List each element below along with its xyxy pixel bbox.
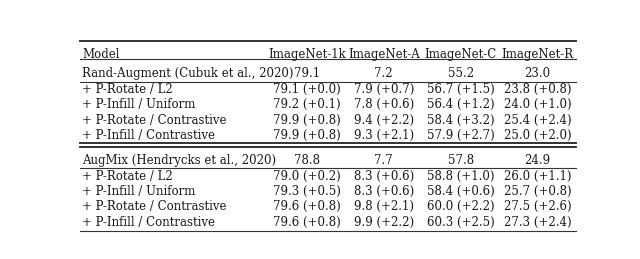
- Text: Rand-Augment (Cubuk et al., 2020): Rand-Augment (Cubuk et al., 2020): [83, 67, 294, 81]
- Text: + P-Rotate / L2: + P-Rotate / L2: [83, 83, 173, 96]
- Text: 79.6 (+0.8): 79.6 (+0.8): [273, 200, 340, 213]
- Text: 24.9: 24.9: [525, 154, 550, 167]
- Text: 24.0 (+1.0): 24.0 (+1.0): [504, 98, 572, 111]
- Text: 23.8 (+0.8): 23.8 (+0.8): [504, 83, 572, 96]
- Text: + P-Rotate / Contrastive: + P-Rotate / Contrastive: [83, 113, 227, 127]
- Text: 56.7 (+1.5): 56.7 (+1.5): [427, 83, 495, 96]
- Text: 60.0 (+2.2): 60.0 (+2.2): [427, 200, 495, 213]
- Text: 55.2: 55.2: [447, 67, 474, 81]
- Text: + P-Infill / Contrastive: + P-Infill / Contrastive: [83, 129, 216, 142]
- Text: 58.4 (+0.6): 58.4 (+0.6): [427, 185, 495, 198]
- Text: 57.9 (+2.7): 57.9 (+2.7): [427, 129, 495, 142]
- Text: ImageNet-A: ImageNet-A: [348, 47, 420, 61]
- Text: + P-Infill / Uniform: + P-Infill / Uniform: [83, 185, 196, 198]
- Text: + P-Rotate / L2: + P-Rotate / L2: [83, 170, 173, 183]
- Text: 58.4 (+3.2): 58.4 (+3.2): [427, 113, 495, 127]
- Text: ImageNet-C: ImageNet-C: [424, 47, 497, 61]
- Text: 57.8: 57.8: [447, 154, 474, 167]
- Text: + P-Rotate / Contrastive: + P-Rotate / Contrastive: [83, 200, 227, 213]
- Text: 79.2 (+0.1): 79.2 (+0.1): [273, 98, 340, 111]
- Text: 7.2: 7.2: [374, 67, 393, 81]
- Text: + P-Infill / Uniform: + P-Infill / Uniform: [83, 98, 196, 111]
- Text: 9.4 (+2.2): 9.4 (+2.2): [354, 113, 414, 127]
- Text: 8.3 (+0.6): 8.3 (+0.6): [354, 185, 414, 198]
- Text: 58.8 (+1.0): 58.8 (+1.0): [427, 170, 495, 183]
- Text: 23.0: 23.0: [525, 67, 550, 81]
- Text: 79.6 (+0.8): 79.6 (+0.8): [273, 216, 340, 229]
- Text: 27.5 (+2.6): 27.5 (+2.6): [504, 200, 572, 213]
- Text: 9.3 (+2.1): 9.3 (+2.1): [354, 129, 414, 142]
- Text: + P-Infill / Contrastive: + P-Infill / Contrastive: [83, 216, 216, 229]
- Text: 79.0 (+0.2): 79.0 (+0.2): [273, 170, 340, 183]
- Text: 25.4 (+2.4): 25.4 (+2.4): [504, 113, 572, 127]
- Text: 79.3 (+0.5): 79.3 (+0.5): [273, 185, 341, 198]
- Text: 60.3 (+2.5): 60.3 (+2.5): [427, 216, 495, 229]
- Text: 25.0 (+2.0): 25.0 (+2.0): [504, 129, 572, 142]
- Text: 25.7 (+0.8): 25.7 (+0.8): [504, 185, 572, 198]
- Text: 79.1: 79.1: [294, 67, 320, 81]
- Text: 79.9 (+0.8): 79.9 (+0.8): [273, 113, 340, 127]
- Text: 7.8 (+0.6): 7.8 (+0.6): [354, 98, 414, 111]
- Text: 7.9 (+0.7): 7.9 (+0.7): [354, 83, 414, 96]
- Text: ImageNet-1k: ImageNet-1k: [268, 47, 346, 61]
- Text: 26.0 (+1.1): 26.0 (+1.1): [504, 170, 572, 183]
- Text: 9.9 (+2.2): 9.9 (+2.2): [354, 216, 414, 229]
- Text: ImageNet-R: ImageNet-R: [502, 47, 573, 61]
- Text: 27.3 (+2.4): 27.3 (+2.4): [504, 216, 572, 229]
- Text: 9.8 (+2.1): 9.8 (+2.1): [354, 200, 414, 213]
- Text: 8.3 (+0.6): 8.3 (+0.6): [354, 170, 414, 183]
- Text: AugMix (Hendrycks et al., 2020): AugMix (Hendrycks et al., 2020): [83, 154, 276, 167]
- Text: Model: Model: [83, 47, 120, 61]
- Text: 79.9 (+0.8): 79.9 (+0.8): [273, 129, 340, 142]
- Text: 78.8: 78.8: [294, 154, 320, 167]
- Text: 79.1 (+0.0): 79.1 (+0.0): [273, 83, 340, 96]
- Text: 7.7: 7.7: [374, 154, 393, 167]
- Text: 56.4 (+1.2): 56.4 (+1.2): [427, 98, 495, 111]
